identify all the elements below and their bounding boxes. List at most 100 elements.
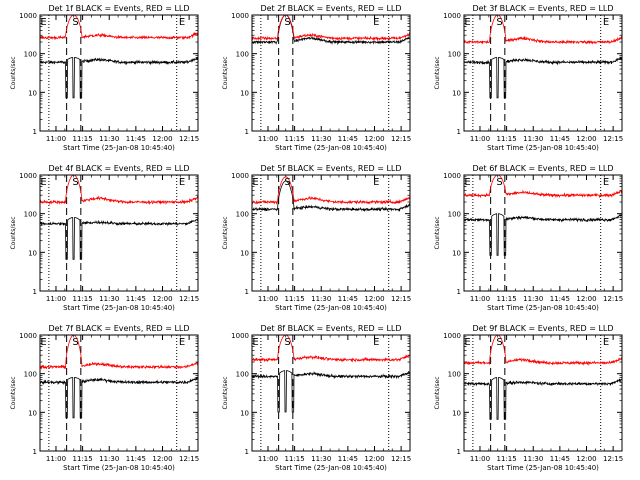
- y-tick-label: 10: [452, 409, 461, 417]
- phase-marker-label: E: [179, 177, 185, 188]
- panel-det-7f: Det 7f BLACK = Events, RED = LLD Start Ti…: [10, 324, 199, 472]
- x-tick-label: 12:15: [391, 295, 411, 303]
- panel-det-6f: Det 6f BLACK = Events, RED = LLD Start Ti…: [434, 164, 623, 312]
- y-tick-label: 100: [448, 371, 461, 379]
- x-tick-label: 12:00: [152, 295, 172, 303]
- y-tick-label: 10: [452, 249, 461, 257]
- x-tick-label: 12:00: [576, 295, 596, 303]
- y-tick-label: 1: [33, 128, 37, 136]
- series-line-lld: [40, 175, 198, 206]
- y-axis-label: Counts/sec: [10, 56, 17, 89]
- x-tick-label: 11:30: [99, 135, 119, 143]
- series-group: [252, 15, 410, 46]
- panel-det-1f: Det 1f BLACK = Events, RED = LLD Start Ti…: [10, 4, 199, 152]
- panel-title: Det 9f BLACK = Events, RED = LLD: [472, 324, 613, 333]
- plot-frame: [251, 14, 411, 132]
- x-tick-label: 11:45: [126, 455, 146, 463]
- x-axis-label: Start Time (25-Jan-08 10:45:40): [275, 464, 387, 472]
- plot-frame: [251, 174, 411, 292]
- x-tick-label: 11:15: [285, 295, 305, 303]
- panel-title: Det 1f BLACK = Events, RED = LLD: [48, 4, 189, 13]
- x-tick-label: 11:45: [126, 295, 146, 303]
- y-tick-label: 1000: [231, 12, 249, 20]
- x-tick-label: 11:15: [73, 135, 93, 143]
- x-tick-label: 12:15: [391, 135, 411, 143]
- x-tick-label: 11:45: [338, 455, 358, 463]
- phase-marker-label: E: [40, 337, 46, 348]
- y-tick-label: 1: [245, 288, 249, 296]
- x-tick-label: 11:30: [523, 455, 543, 463]
- x-axis-label: Start Time (25-Jan-08 10:45:40): [63, 304, 175, 312]
- plot-frame: [251, 334, 411, 452]
- y-tick-label: 100: [448, 51, 461, 59]
- panel-det-2f: Det 2f BLACK = Events, RED = LLD Start Ti…: [222, 4, 411, 152]
- series-group: [40, 175, 198, 260]
- x-tick-label: 11:00: [258, 135, 278, 143]
- panel-title: Det 5f BLACK = Events, RED = LLD: [260, 164, 401, 173]
- y-tick-label: 100: [236, 211, 249, 219]
- series-line-lld: [464, 15, 622, 45]
- series-group: [464, 175, 622, 256]
- y-axis-label: Counts/sec: [222, 56, 229, 89]
- series-line-lld: [464, 175, 622, 199]
- y-tick-label: 10: [452, 89, 461, 97]
- series-line-events: [40, 376, 198, 419]
- x-tick-label: 11:30: [523, 295, 543, 303]
- plot-frame: [39, 174, 199, 292]
- x-tick-label: 12:15: [391, 455, 411, 463]
- panel-det-3f: Det 3f BLACK = Events, RED = LLD Start Ti…: [434, 4, 623, 152]
- phase-marker-label: E: [252, 337, 258, 348]
- phase-marker-label: S: [496, 17, 502, 28]
- y-tick-label: 10: [28, 89, 37, 97]
- x-tick-label: 12:15: [179, 295, 199, 303]
- x-tick-label: 11:00: [46, 455, 66, 463]
- phase-marker-label: E: [179, 17, 185, 28]
- x-axis-label: Start Time (25-Jan-08 10:45:40): [63, 464, 175, 472]
- x-tick-label: 11:00: [46, 135, 66, 143]
- y-tick-label: 1: [457, 448, 461, 456]
- x-axis-label: Start Time (25-Jan-08 10:45:40): [275, 144, 387, 152]
- x-tick-label: 11:15: [73, 455, 93, 463]
- series-line-lld: [252, 176, 410, 205]
- y-tick-label: 1: [245, 448, 249, 456]
- series-group: [464, 15, 622, 99]
- phase-marker-label: E: [179, 337, 185, 348]
- y-tick-label: 1: [245, 128, 249, 136]
- panel-title: Det 2f BLACK = Events, RED = LLD: [260, 4, 401, 13]
- panel-title: Det 3f BLACK = Events, RED = LLD: [472, 4, 613, 13]
- phase-marker-label: E: [40, 17, 46, 28]
- x-tick-label: 11:15: [497, 455, 517, 463]
- x-tick-label: 11:15: [285, 455, 305, 463]
- y-tick-label: 1000: [19, 332, 37, 340]
- x-tick-label: 11:30: [311, 455, 331, 463]
- y-axis-label: Counts/sec: [222, 376, 229, 409]
- panel-det-8f: Det 8f BLACK = Events, RED = LLD Start Ti…: [222, 324, 411, 472]
- x-tick-label: 12:15: [179, 135, 199, 143]
- y-tick-label: 1000: [19, 172, 37, 180]
- x-tick-label: 11:15: [497, 295, 517, 303]
- x-tick-label: 12:00: [364, 455, 384, 463]
- y-axis-label: Counts/sec: [434, 56, 441, 89]
- panel-det-5f: Det 5f BLACK = Events, RED = LLD Start Ti…: [222, 164, 411, 312]
- phase-marker-label: E: [464, 337, 470, 348]
- y-tick-label: 1000: [443, 172, 461, 180]
- x-tick-label: 11:15: [285, 135, 305, 143]
- y-tick-label: 1: [33, 448, 37, 456]
- phase-marker-label: S: [496, 177, 502, 188]
- x-tick-label: 11:00: [258, 295, 278, 303]
- phase-marker-label: E: [40, 177, 46, 188]
- x-tick-label: 12:00: [364, 295, 384, 303]
- y-tick-label: 10: [28, 249, 37, 257]
- phase-marker-label: E: [373, 177, 379, 188]
- y-tick-label: 1: [457, 288, 461, 296]
- series-group: [40, 335, 198, 419]
- x-axis-label: Start Time (25-Jan-08 10:45:40): [275, 304, 387, 312]
- x-tick-label: 11:45: [550, 295, 570, 303]
- phase-marker-label: E: [252, 177, 258, 188]
- phase-marker-label: E: [603, 337, 609, 348]
- x-tick-label: 12:00: [152, 135, 172, 143]
- y-tick-label: 100: [24, 51, 37, 59]
- x-tick-label: 11:00: [46, 295, 66, 303]
